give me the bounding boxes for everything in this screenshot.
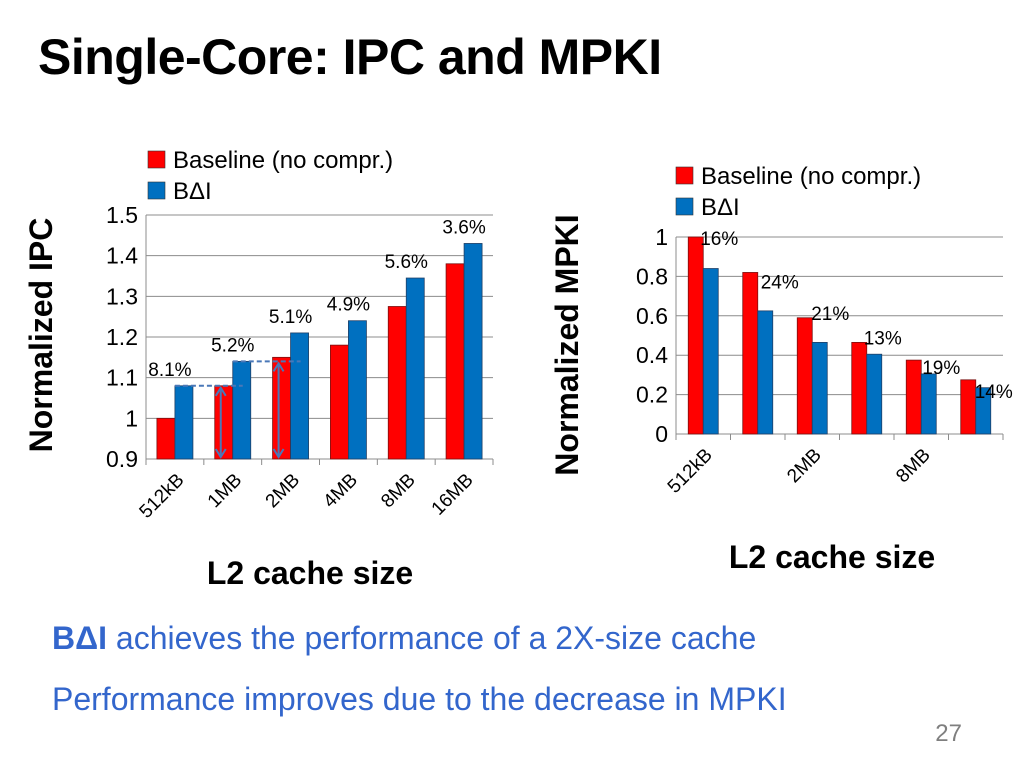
- bar-bdi: [975, 387, 992, 435]
- data-label: 5.6%: [385, 252, 428, 273]
- arrow-head-up: [272, 361, 285, 372]
- y-axis-title: Normalized MPKI: [549, 214, 585, 475]
- data-label: 13%: [864, 328, 902, 349]
- page-number: 27: [935, 720, 962, 747]
- bar-bdi: [463, 243, 483, 460]
- y-tick-label: 0: [655, 421, 668, 447]
- data-label: 4.9%: [327, 295, 370, 316]
- bar-bdi: [757, 310, 774, 435]
- bar-baseline: [905, 359, 922, 435]
- data-label: 14%: [975, 382, 1013, 403]
- bar-baseline: [742, 272, 759, 435]
- legend-label: Baseline (no compr.): [701, 163, 921, 190]
- legend-label: Baseline (no compr.): [173, 147, 393, 174]
- x-tick-label: 2MB: [783, 445, 825, 487]
- data-label: 19%: [922, 358, 960, 379]
- bullet-1-text: achieves the performance of a 2X-size ca…: [107, 620, 757, 656]
- legend-swatch: [675, 166, 694, 185]
- bar-bdi: [348, 320, 367, 460]
- bullet-line-2: Performance improves due to the decrease…: [52, 681, 787, 717]
- y-tick-label: 1: [655, 224, 668, 250]
- bar-bdi: [811, 341, 828, 435]
- legend-label: BΔI: [173, 178, 212, 205]
- x-tick-label: 8MB: [892, 445, 934, 487]
- slide-title: Single-Core: IPC and MPKI: [38, 29, 662, 85]
- y-tick-label: 1.2: [106, 324, 138, 350]
- data-label: 5.1%: [269, 307, 312, 328]
- y-tick-label: 0.2: [636, 382, 668, 408]
- legend-label: BΔI: [701, 194, 740, 221]
- bar-baseline: [851, 341, 868, 435]
- bullet-line-1: BΔI achieves the performance of a 2X-siz…: [52, 620, 756, 657]
- x-axis-title: L2 cache size: [207, 555, 413, 591]
- y-tick-label: 0.6: [636, 303, 668, 329]
- data-label: 21%: [811, 304, 849, 325]
- arrow-head-up: [214, 385, 227, 397]
- y-tick-label: 1.4: [106, 243, 138, 269]
- bar-bdi: [702, 268, 719, 435]
- legend-swatch: [147, 181, 166, 200]
- y-tick-label: 1.5: [106, 202, 138, 228]
- bar-bdi: [920, 373, 937, 435]
- data-label: 3.6%: [442, 217, 485, 238]
- y-axis-title: Normalized IPC: [23, 218, 59, 453]
- y-tick-label: 1: [125, 405, 138, 431]
- y-tick-label: 0.9: [106, 446, 138, 472]
- y-tick-label: 1.3: [106, 283, 138, 309]
- legend-swatch: [675, 197, 694, 216]
- bullet-1-emphasis: BΔI: [52, 620, 107, 656]
- data-label: 5.2%: [211, 335, 254, 356]
- x-axis-title: L2 cache size: [729, 539, 935, 575]
- bar-baseline: [687, 236, 704, 435]
- y-tick-label: 0.8: [636, 263, 668, 289]
- data-label: 24%: [761, 272, 799, 293]
- y-tick-label: 1.1: [106, 365, 138, 391]
- legend-swatch: [147, 150, 166, 169]
- arrow-head-down: [272, 448, 285, 459]
- bar-baseline: [960, 379, 977, 435]
- data-label: 16%: [700, 229, 738, 250]
- bar-baseline: [796, 317, 813, 435]
- arrow-head-down: [214, 448, 227, 459]
- data-label: 8.1%: [148, 360, 191, 381]
- bar-bdi: [866, 353, 883, 435]
- y-tick-label: 0.4: [636, 342, 668, 368]
- bar-bdi: [290, 332, 309, 460]
- bar-bdi: [405, 277, 425, 460]
- x-tick-label: 512kB: [664, 445, 717, 498]
